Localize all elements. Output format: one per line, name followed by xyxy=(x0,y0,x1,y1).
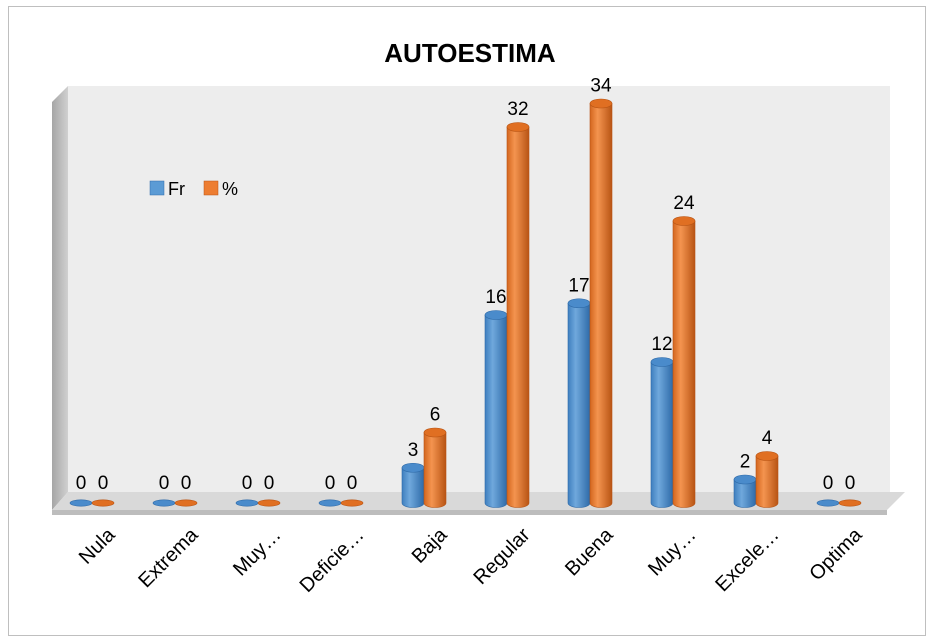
legend-label-pct: % xyxy=(222,179,238,199)
chart-title: AUTOESTIMA xyxy=(384,38,556,68)
data-label-pct-9: 0 xyxy=(845,473,856,494)
bar-pct-8 xyxy=(755,451,779,508)
data-label-pct-5: 32 xyxy=(507,99,528,120)
category-label-4: Baja xyxy=(408,523,452,567)
bar-fr-8 xyxy=(733,474,757,508)
bar-fr-3 xyxy=(318,499,342,507)
side-wall xyxy=(52,86,68,510)
bar-pct-3 xyxy=(340,499,364,507)
legend-label-fr: Fr xyxy=(168,179,185,199)
category-label-7: Muy… xyxy=(644,524,700,580)
data-label-fr-8: 2 xyxy=(740,452,751,473)
bar-fr-5 xyxy=(484,310,508,508)
category-label-5: Regular xyxy=(469,524,534,589)
category-label-9: Optima xyxy=(805,523,867,585)
data-label-fr-3: 0 xyxy=(325,473,336,494)
category-labels: Nula Extrema Muy… Deficie… Baja Regular Buena M… xyxy=(75,523,867,597)
category-label-3: Deficie… xyxy=(296,524,369,597)
category-label-1: Extrema xyxy=(134,523,203,592)
data-label-pct-7: 24 xyxy=(673,193,695,214)
bar-pct-6 xyxy=(589,98,613,508)
bar-pct-2 xyxy=(257,499,281,507)
legend-swatch-pct xyxy=(203,180,219,196)
bar-fr-0 xyxy=(69,499,93,507)
data-label-fr-7: 12 xyxy=(651,334,672,355)
bar-fr-4 xyxy=(401,462,425,508)
bar-fr-1 xyxy=(152,499,176,507)
data-label-fr-5: 16 xyxy=(485,287,506,308)
bar-pct-4 xyxy=(423,427,447,508)
category-label-0: Nula xyxy=(75,523,120,568)
bar-pct-1 xyxy=(174,499,198,507)
data-label-pct-8: 4 xyxy=(762,428,773,449)
bar-pct-0 xyxy=(91,499,115,507)
bar-pct-9 xyxy=(838,499,862,507)
bar-fr-2 xyxy=(235,499,259,507)
data-label-fr-9: 0 xyxy=(823,473,834,494)
legend: Fr % xyxy=(149,179,238,199)
bar-fr-7 xyxy=(650,357,674,508)
bar-fr-9 xyxy=(816,499,840,507)
category-label-8: Excele… xyxy=(711,524,783,596)
data-label-pct-6: 34 xyxy=(590,76,612,97)
data-label-fr-1: 0 xyxy=(159,473,170,494)
data-label-pct-2: 0 xyxy=(264,473,275,494)
data-label-pct-3: 0 xyxy=(347,473,358,494)
bars xyxy=(69,98,862,508)
category-label-6: Buena xyxy=(561,523,618,580)
bar-pct-7 xyxy=(672,216,696,508)
data-label-fr-6: 17 xyxy=(568,275,589,296)
bar-pct-5 xyxy=(506,122,530,508)
data-label-fr-2: 0 xyxy=(242,473,253,494)
data-label-pct-1: 0 xyxy=(181,473,192,494)
legend-swatch-fr xyxy=(149,180,165,196)
bar-fr-6 xyxy=(567,298,591,508)
data-label-pct-4: 6 xyxy=(430,405,441,426)
floor-edge xyxy=(52,510,887,515)
data-label-fr-4: 3 xyxy=(408,440,419,461)
data-label-pct-0: 0 xyxy=(98,473,109,494)
category-label-2: Muy… xyxy=(229,524,285,580)
data-label-fr-0: 0 xyxy=(76,473,87,494)
